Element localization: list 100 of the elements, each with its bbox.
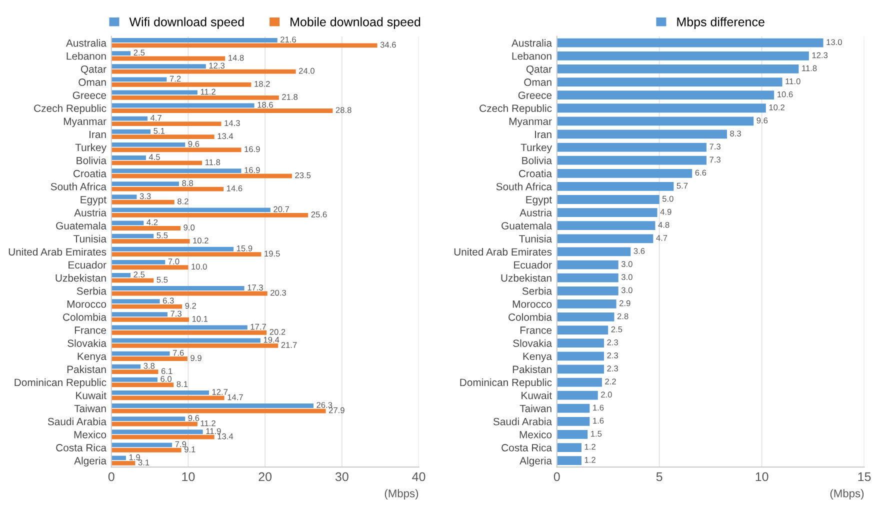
- y-tick-label: Australia: [512, 39, 552, 47]
- data-label: 9.0: [184, 224, 195, 230]
- y-tick-label: Egypt: [526, 196, 552, 206]
- bar: [111, 239, 190, 244]
- bar: [111, 51, 131, 56]
- data-label: 7.3: [170, 310, 182, 317]
- y-tick-label: Ecuador: [514, 260, 552, 269]
- bar: [556, 286, 618, 296]
- data-label: 1.2: [584, 444, 596, 450]
- data-label: 6.1: [161, 368, 172, 374]
- bar: [556, 443, 582, 452]
- bar: [111, 69, 296, 74]
- data-label: 3.0: [621, 287, 632, 294]
- legend-label: Mbps difference: [677, 17, 764, 29]
- bar: [111, 460, 136, 466]
- bar: [556, 260, 618, 270]
- y-tick-label: Uzbekistan: [56, 274, 106, 282]
- bar: [556, 326, 608, 334]
- bar: [111, 396, 224, 400]
- bar: [111, 416, 186, 422]
- y-tick-label: Greece: [72, 92, 106, 99]
- data-label: 21.8: [282, 94, 298, 100]
- bar: [111, 351, 170, 356]
- bar: [556, 234, 654, 244]
- bar: [556, 130, 727, 139]
- bar: [111, 200, 174, 204]
- data-label: 34.6: [380, 42, 396, 48]
- y-tick-label: Turkey: [75, 144, 106, 154]
- bar: [111, 299, 160, 304]
- x-tick-label: 10: [756, 472, 768, 482]
- bar: [111, 343, 278, 348]
- bar: [111, 330, 267, 335]
- data-label: 10.2: [193, 238, 208, 244]
- y-tick-label: Greece: [518, 92, 552, 99]
- bar: [111, 304, 182, 309]
- data-label: 2.3: [607, 339, 618, 346]
- bar: [111, 64, 206, 69]
- data-label: 15.9: [236, 245, 252, 252]
- y-tick-label: Serbia: [76, 287, 107, 295]
- bar: [111, 212, 308, 218]
- bar: [111, 265, 188, 270]
- y-tick-label: South Africa: [50, 182, 107, 190]
- bar: [111, 408, 326, 414]
- data-label: 20.2: [270, 328, 286, 335]
- data-label: 2.3: [607, 366, 618, 372]
- data-label: 1.2: [584, 456, 596, 463]
- data-label: 11.9: [206, 428, 221, 434]
- y-tick-label: Oman: [524, 78, 552, 86]
- y-tick-label: United Arab Emirates: [454, 248, 552, 256]
- bar: [111, 252, 262, 257]
- bar: [111, 448, 182, 452]
- y-tick-label: Bolivia: [76, 156, 107, 164]
- y-tick-label: Uzbekistan: [501, 274, 552, 282]
- data-label: 10.1: [192, 316, 208, 322]
- y-tick-label: Czech Republic: [34, 104, 106, 114]
- legend-label: Wifi download speed: [129, 17, 244, 29]
- data-label: 26.3: [316, 402, 332, 408]
- bar: [111, 317, 189, 322]
- data-label: 28.8: [336, 107, 352, 113]
- y-tick-label: Saudi Arabia: [493, 418, 552, 426]
- bar: [556, 208, 658, 217]
- data-label: 17.7: [250, 324, 266, 330]
- data-label: 16.9: [244, 167, 260, 174]
- bar: [111, 260, 166, 264]
- bar: [556, 299, 616, 308]
- bar: [556, 64, 799, 74]
- bar: [556, 352, 604, 361]
- data-label: 5.5: [156, 232, 168, 238]
- bar: [111, 103, 254, 108]
- y-tick-label: Myanmar: [64, 118, 106, 128]
- y-tick-label: Qatar: [526, 65, 552, 75]
- y-tick-label: Costa Rica: [56, 444, 107, 452]
- y-tick-label: Dominican Republic: [14, 378, 106, 388]
- data-label: 24.0: [299, 68, 314, 74]
- y-tick-label: Guatemala: [502, 222, 552, 230]
- data-label: 14.8: [228, 54, 244, 61]
- data-label: 5.0: [662, 196, 674, 202]
- data-label: 12.7: [212, 389, 228, 395]
- data-label: 2.3: [607, 352, 618, 358]
- bar: [111, 122, 222, 126]
- y-tick-label: Austria: [74, 208, 107, 216]
- bar: [556, 168, 692, 178]
- y-tick-label: Serbia: [522, 287, 552, 295]
- bar: [556, 142, 706, 152]
- bar: [556, 116, 754, 126]
- data-label: 10.6: [778, 91, 793, 98]
- data-label: 4.2: [146, 219, 158, 226]
- bar: [111, 312, 168, 317]
- y-tick-label: Morocco: [67, 300, 106, 308]
- data-label: 13.0: [826, 39, 842, 46]
- bar: [111, 174, 292, 178]
- bar: [111, 116, 148, 121]
- data-label: 4.8: [658, 222, 670, 228]
- data-label: 23.5: [295, 172, 311, 178]
- y-tick-label: Iran: [535, 130, 552, 138]
- bar: [111, 364, 141, 369]
- data-label: 2.5: [134, 50, 145, 56]
- data-label: 18.6: [258, 102, 273, 108]
- y-tick-label: Czech Republic: [480, 104, 552, 114]
- bar: [111, 286, 244, 290]
